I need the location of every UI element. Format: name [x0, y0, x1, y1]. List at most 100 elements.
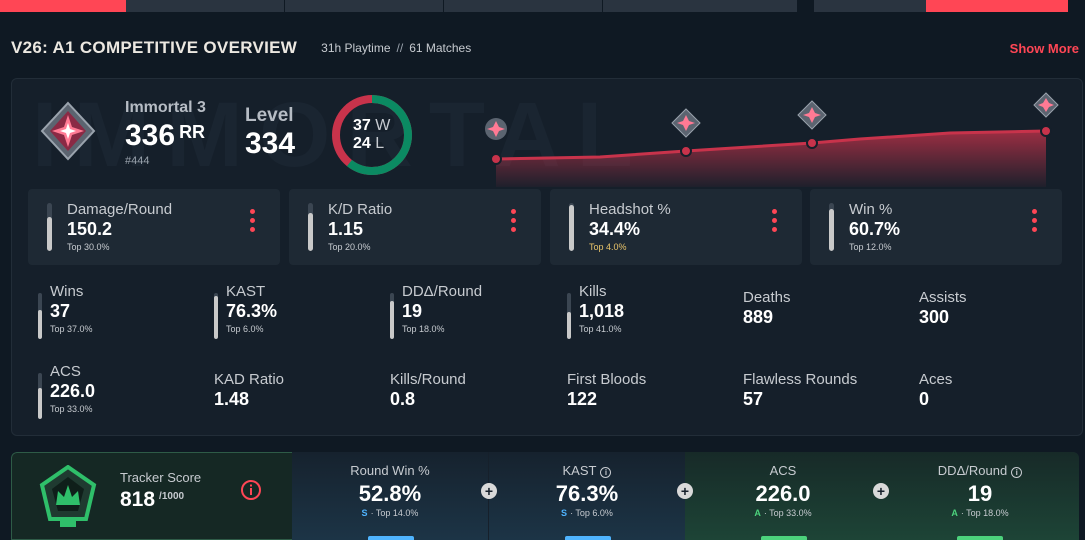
win-loss-record: 37 W 24 L [353, 117, 390, 153]
plus-icon[interactable]: + [677, 483, 693, 499]
stat-percentile-bar [38, 373, 42, 419]
top-tab[interactable] [126, 0, 284, 12]
stat-value: 122 [567, 389, 598, 409]
stat-percentile-bar [829, 203, 834, 251]
stat-label: KAST [226, 283, 266, 300]
top-tab-active[interactable] [0, 0, 126, 12]
plus-icon[interactable]: + [481, 483, 497, 499]
stat-label: Deaths [743, 289, 791, 306]
stat-first-bloods: First Bloods 122 [567, 365, 732, 421]
info-icon[interactable]: i [600, 467, 612, 478]
stat-flawless-rounds: Flawless Rounds 57 [743, 365, 908, 421]
separator: // [396, 41, 404, 55]
stat-label: Kills [579, 283, 607, 300]
tracker-score-max: /1000 [159, 491, 185, 502]
rank-rating: 336 RR [125, 119, 205, 153]
rank-rr-value: 336 [125, 119, 176, 152]
stat-value: 1,018 [579, 301, 625, 321]
stat-wins: Wins 37 Top 37.0% [38, 283, 203, 339]
top-tab-active[interactable] [926, 0, 1068, 12]
stat-value: 300 [919, 307, 950, 327]
show-more-link[interactable]: Show More [1009, 40, 1079, 56]
wins-count: 37 [353, 117, 371, 134]
more-options-icon[interactable] [1032, 209, 1038, 237]
stat-label: First Bloods [567, 371, 647, 388]
rank-marker-icon [485, 118, 507, 140]
stat-tile-headshot[interactable]: Headshot % 34.4% Top 4.0% [550, 189, 802, 265]
stat-assists: Assists 300 [919, 283, 1082, 339]
score-card-accent [565, 536, 611, 540]
grade-badge: A [951, 508, 958, 518]
stat-kast: KAST 76.3% Top 6.0% [214, 283, 379, 339]
stat-rank: Top 18.0% [402, 324, 445, 334]
score-card-label: DDΔ/Round i [881, 463, 1079, 478]
immortal-rank-icon [40, 101, 96, 161]
score-card-rank: S · Top 6.0% [561, 508, 613, 518]
stat-tile-win-pct[interactable]: Win % 60.7% Top 12.0% [810, 189, 1062, 265]
stat-value: 889 [743, 307, 774, 327]
stat-value: 226.0 [50, 381, 96, 401]
stat-label: Assists [919, 289, 967, 306]
stat-value: 34.4% [589, 219, 641, 239]
stat-label: Win % [849, 201, 893, 218]
section-header: V26: A1 COMPETITIVE OVERVIEW 31h Playtim… [11, 36, 1079, 60]
stat-percentile-bar [308, 203, 313, 251]
score-card-round-win[interactable]: Round Win % 52.8% S · Top 14.0% [292, 452, 488, 540]
info-icon[interactable] [240, 479, 262, 501]
more-options-icon[interactable] [250, 209, 256, 237]
stat-percentile-bar [567, 293, 571, 339]
rr-history-area [496, 131, 1046, 187]
playtime-label: 31h Playtime [321, 41, 391, 55]
stat-value: 150.2 [67, 219, 113, 239]
rank-name: Immortal 3 [125, 99, 206, 116]
stat-value: 1.15 [328, 219, 364, 239]
stat-rank: Top 37.0% [50, 324, 93, 334]
score-card-label: Round Win % [350, 463, 430, 478]
rr-point [1040, 125, 1052, 137]
grade-badge: A [754, 508, 761, 518]
score-card-kast[interactable]: KAST i 76.3% S · Top 6.0% [489, 452, 685, 540]
stat-value: 0 [919, 389, 930, 409]
score-card-label: ACS [769, 463, 797, 478]
stat-label: Headshot % [589, 201, 671, 218]
stat-kad-ratio: KAD Ratio 1.48 [214, 365, 379, 421]
stat-tile-kd-ratio[interactable]: K/D Ratio 1.15 Top 20.0% [289, 189, 541, 265]
tracker-score-emblem-icon [39, 465, 97, 527]
rank-rr-unit: RR [179, 122, 206, 142]
stat-label: Damage/Round [67, 201, 173, 218]
more-options-icon[interactable] [772, 209, 778, 237]
stat-label: Aces [919, 371, 953, 388]
stat-rank: Top 33.0% [50, 404, 93, 414]
top-tab[interactable] [444, 0, 602, 12]
stat-percentile-bar [38, 293, 42, 339]
tracker-score-number: 818 [120, 488, 156, 511]
stat-value: 1.48 [214, 389, 250, 409]
stat-rank: Top 6.0% [226, 324, 264, 334]
stat-label: Wins [50, 283, 84, 300]
overview-card: IMMORTAL Immortal 3 336 RR #444 Level 334… [11, 78, 1083, 436]
info-icon[interactable]: i [1011, 467, 1023, 478]
score-card-acs[interactable]: ACS 226.0 A · Top 33.0% [685, 452, 881, 540]
rank-marker-icon [671, 108, 701, 138]
stat-rank: Top 4.0% [589, 242, 627, 252]
stat-label: Flawless Rounds [743, 371, 858, 388]
section-subtitle: 31h Playtime // 61 Matches [321, 41, 471, 55]
score-card-dd-delta[interactable]: DDΔ/Round i 19 A · Top 18.0% [881, 452, 1079, 540]
top-tab[interactable] [285, 0, 443, 12]
stat-rank: Top 20.0% [328, 242, 371, 252]
stat-value: 57 [743, 389, 764, 409]
score-card-value: 52.8% [358, 481, 422, 506]
plus-icon[interactable]: + [873, 483, 889, 499]
rr-point [490, 153, 502, 165]
score-card-label: KAST i [489, 463, 685, 478]
more-options-icon[interactable] [511, 209, 517, 237]
top-tab[interactable] [603, 0, 797, 12]
matches-label: 61 Matches [409, 41, 472, 55]
top-tab[interactable] [814, 0, 926, 12]
stat-value: 60.7% [849, 219, 901, 239]
score-card-rank: A · Top 33.0% [754, 508, 812, 518]
grade-badge: S [561, 508, 568, 518]
score-card-accent [957, 536, 1003, 540]
level-label: Level [245, 105, 294, 126]
stat-tile-damage-round[interactable]: Damage/Round 150.2 Top 30.0% [28, 189, 280, 265]
